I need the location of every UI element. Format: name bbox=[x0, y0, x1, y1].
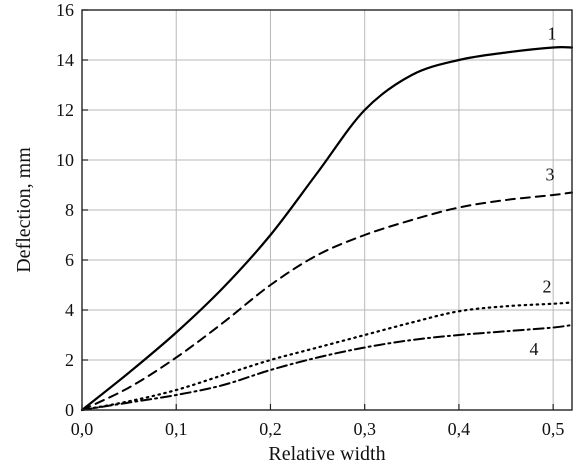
series-line-4 bbox=[81, 324, 573, 411]
series-line-3 bbox=[81, 191, 573, 411]
y-tick-label: 16 bbox=[56, 0, 74, 20]
series-group bbox=[80, 46, 574, 412]
series-line-2 bbox=[80, 301, 574, 412]
y-tick-label: 8 bbox=[65, 200, 74, 220]
curve-label-3: 3 bbox=[546, 165, 555, 185]
x-tick-label: 0,0 bbox=[71, 419, 94, 439]
y-tick-label: 4 bbox=[65, 300, 74, 320]
x-axis-title: Relative width bbox=[268, 443, 385, 465]
x-tick-label: 0,4 bbox=[448, 419, 471, 439]
curve-label-1: 1 bbox=[548, 24, 557, 44]
y-tick-label: 12 bbox=[56, 100, 74, 120]
curve-labels: 1 2 3 4 bbox=[530, 24, 557, 360]
y-tick-label: 0 bbox=[65, 400, 74, 420]
grid bbox=[82, 10, 572, 410]
y-axis-title: Deflection, mm bbox=[13, 147, 35, 273]
curve-label-4: 4 bbox=[530, 339, 539, 359]
curve-label-2: 2 bbox=[543, 277, 552, 297]
y-tick-label: 6 bbox=[65, 250, 74, 270]
x-tick-label: 0,3 bbox=[353, 419, 376, 439]
x-tick-label: 0,5 bbox=[542, 419, 565, 439]
x-tick-label: 0,1 bbox=[165, 419, 188, 439]
series-line-1 bbox=[80, 46, 574, 412]
y-tick-label: 10 bbox=[56, 150, 74, 170]
y-tick-label: 14 bbox=[56, 50, 74, 70]
y-tick-label: 2 bbox=[65, 350, 74, 370]
x-tick-label: 0,2 bbox=[259, 419, 282, 439]
